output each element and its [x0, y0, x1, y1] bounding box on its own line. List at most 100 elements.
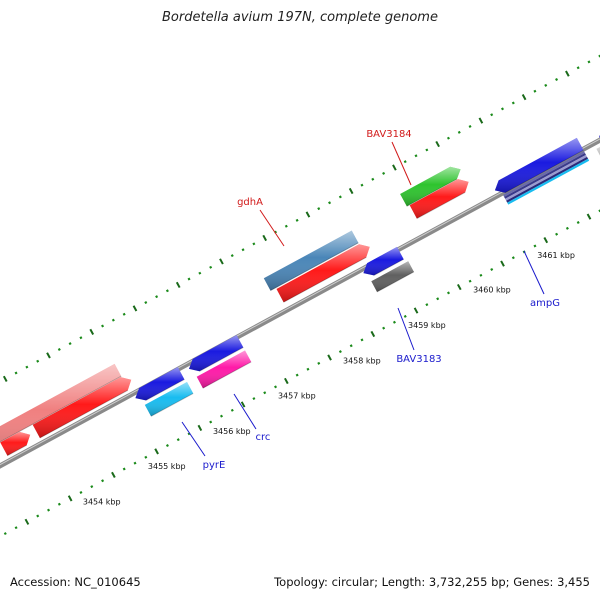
inner-scale-minor-tick: [3, 532, 7, 536]
outer-scale-minor-tick: [576, 66, 580, 70]
leader-line-pyre: [181, 421, 206, 457]
feature-blue-arrow-1[interactable]: [189, 335, 244, 372]
genome-backbone: [0, 137, 600, 469]
inner-scale-minor-tick: [165, 444, 169, 448]
feature-pyre[interactable]: [144, 382, 194, 417]
outer-scale-minor-tick: [371, 177, 375, 181]
gene-label-bav3183[interactable]: BAV3183: [396, 354, 441, 365]
gene-label-crc[interactable]: crc: [256, 432, 271, 443]
inner-scale-major-tick: [413, 307, 419, 314]
inner-scale-minor-tick: [403, 314, 407, 318]
inner-scale-minor-tick: [479, 273, 483, 277]
inner-scale-minor-tick: [36, 514, 40, 518]
outer-scale-major-tick: [175, 281, 181, 289]
outer-scale-minor-tick: [446, 136, 450, 140]
inner-scale-minor-tick: [392, 320, 396, 324]
gene-label-ampg[interactable]: ampG: [530, 298, 560, 309]
outer-scale-major-tick: [46, 352, 51, 359]
label-layer: gdhA BAV3184 BAV3183 ampG crc pyrE: [181, 129, 560, 471]
outer-scale-minor-tick: [511, 101, 515, 105]
inner-scale-minor-tick: [382, 326, 386, 330]
outer-scale-major-tick: [435, 140, 440, 148]
outer-scale-major-tick: [305, 211, 311, 218]
backbone-layer: [0, 137, 600, 469]
feature-white-feature-right[interactable]: [596, 108, 600, 160]
outer-scale-major-tick: [219, 258, 224, 265]
outer-scale-minor-tick: [187, 277, 191, 281]
inner-scale-minor-tick: [90, 485, 94, 489]
inner-scale-minor-tick: [101, 479, 105, 483]
feature-blue-arrow-0[interactable]: [135, 367, 185, 401]
map-title: Bordetella avium 197N, complete genome: [162, 10, 438, 25]
feature-red-feature-left-b[interactable]: [32, 377, 132, 439]
feature-bav3184[interactable]: [400, 166, 461, 207]
ampG-stripe: [504, 152, 586, 199]
inner-scale-major-tick: [284, 377, 289, 385]
outer-scale-minor-tick: [230, 254, 234, 258]
tick-label: 3459 kbp: [408, 321, 446, 330]
inner-scale-major-tick: [327, 354, 332, 361]
outer-scale-minor-tick: [533, 89, 537, 93]
inner-scale-minor-tick: [263, 391, 267, 395]
inner-scale-minor-tick: [57, 502, 61, 506]
feature-gdha[interactable]: [263, 230, 359, 292]
gene-label-bav3184[interactable]: BAV3184: [366, 129, 411, 140]
tick-label: 3460 kbp: [473, 286, 511, 295]
inner-scale-major-tick: [586, 213, 592, 220]
inner-scale-major-tick: [154, 448, 159, 455]
outer-scale-minor-tick: [165, 289, 169, 293]
feature-salmon-feature[interactable]: [0, 363, 122, 466]
inner-scale-major-tick: [370, 330, 376, 338]
inner-scale-minor-tick: [576, 221, 580, 224]
inner-scale-minor-tick: [511, 256, 515, 260]
outer-scale-minor-tick: [403, 160, 407, 164]
inner-scale-minor-tick: [274, 385, 278, 389]
inner-scale-minor-tick: [219, 414, 223, 418]
tick-label: 3454 kbp: [83, 498, 121, 507]
outer-scale-minor-tick: [382, 171, 386, 175]
outer-scale-minor-tick: [144, 301, 148, 305]
feature-crc[interactable]: [196, 350, 252, 389]
feature-blue-arrow-2[interactable]: [363, 246, 404, 276]
leader-line-bav3183: [397, 307, 415, 351]
outer-scale-minor-tick: [111, 318, 115, 322]
inner-scale-major-tick: [456, 283, 462, 291]
gene-label-pyre[interactable]: pyrE: [203, 460, 226, 471]
inner-scale-major-tick: [197, 424, 203, 432]
leader-line-crc: [233, 393, 257, 430]
outer-scale-minor-tick: [252, 242, 256, 246]
inner-scale-minor-tick: [144, 455, 148, 459]
inner-scale-minor-tick: [555, 232, 559, 236]
outer-scale-major-tick: [89, 328, 95, 335]
feature-red-feature-gdha[interactable]: [276, 244, 370, 303]
tick-label: 3461 kbp: [537, 251, 575, 260]
gene-label-gdha[interactable]: gdhA: [237, 197, 263, 208]
inner-scale-minor-tick: [176, 438, 180, 442]
feature-bav3183[interactable]: [371, 261, 415, 293]
outer-scale-minor-tick: [284, 224, 288, 228]
inner-scale-minor-tick: [360, 338, 364, 342]
inner-scale-minor-tick: [47, 508, 51, 512]
inner-scale-minor-tick: [436, 297, 440, 301]
inner-scale-minor-tick: [230, 408, 234, 412]
ampG-stripe: [507, 158, 590, 205]
inner-scale-major-tick: [24, 518, 30, 525]
inner-scale-minor-tick: [565, 226, 569, 230]
outer-scale-major-tick: [2, 375, 8, 382]
feature-red-feature-left-a[interactable]: [0, 431, 31, 457]
outer-scale-major-tick: [521, 93, 527, 101]
ampG-stripe: [503, 151, 585, 197]
inner-scale-minor-tick: [338, 350, 342, 354]
feature-ampg[interactable]: [494, 137, 584, 194]
outer-scale-minor-tick: [425, 148, 429, 152]
feature-red-feature-bav3184[interactable]: [409, 179, 469, 219]
inner-scale-major-tick: [543, 236, 549, 244]
tick-layer: 3454 kbp 3455 kbp 3456 kbp 3457 kbp 3458 kbp…: [2, 54, 600, 536]
inner-scale-minor-tick: [209, 420, 213, 424]
inner-scale-minor-tick: [187, 432, 191, 436]
genome-summary-text: Topology: circular; Length: 3,732,255 bp…: [274, 575, 590, 589]
outer-scale-minor-tick: [587, 60, 591, 64]
tick-label: 3456 kbp: [213, 427, 251, 436]
inner-scale-minor-tick: [349, 344, 353, 348]
